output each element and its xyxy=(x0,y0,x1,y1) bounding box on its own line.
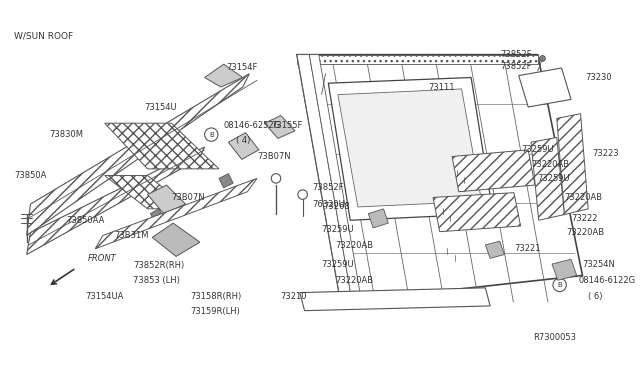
Text: 73220AB: 73220AB xyxy=(531,160,569,169)
Text: 73259U: 73259U xyxy=(322,225,355,234)
Circle shape xyxy=(553,84,559,90)
Text: B: B xyxy=(209,132,214,138)
Text: 73850AA: 73850AA xyxy=(67,216,105,225)
Text: 73852F: 73852F xyxy=(500,62,532,71)
Text: 73259U: 73259U xyxy=(522,145,554,154)
Text: 73850A: 73850A xyxy=(14,171,47,180)
Polygon shape xyxy=(27,74,250,235)
Circle shape xyxy=(323,71,328,77)
Text: 73220AB: 73220AB xyxy=(564,193,602,202)
Text: 73259U: 73259U xyxy=(322,260,355,269)
Polygon shape xyxy=(105,123,219,169)
Text: 73230: 73230 xyxy=(586,73,612,82)
Text: 73155F: 73155F xyxy=(271,121,303,129)
Polygon shape xyxy=(433,193,520,232)
Polygon shape xyxy=(148,185,186,214)
Text: 76320U: 76320U xyxy=(312,200,345,209)
Text: 73B07N: 73B07N xyxy=(172,193,205,202)
Text: 73852F: 73852F xyxy=(312,183,344,192)
Text: B: B xyxy=(557,282,562,288)
Text: 73853 (LH): 73853 (LH) xyxy=(133,276,180,285)
Polygon shape xyxy=(297,55,352,302)
Circle shape xyxy=(545,84,550,90)
Text: FRONT: FRONT xyxy=(88,254,116,263)
Polygon shape xyxy=(264,116,295,138)
Text: 73222: 73222 xyxy=(571,214,598,223)
Polygon shape xyxy=(27,147,205,254)
Text: 73154UA: 73154UA xyxy=(86,292,124,301)
Text: 73220AB: 73220AB xyxy=(335,241,373,250)
Circle shape xyxy=(527,84,533,90)
Circle shape xyxy=(536,84,541,90)
Polygon shape xyxy=(552,259,577,280)
Polygon shape xyxy=(228,133,259,159)
Polygon shape xyxy=(485,241,504,258)
Polygon shape xyxy=(369,209,388,228)
Polygon shape xyxy=(531,138,564,220)
Polygon shape xyxy=(95,179,257,249)
Polygon shape xyxy=(309,55,362,302)
Text: 08146-6122G: 08146-6122G xyxy=(579,276,636,285)
Text: ( 4): ( 4) xyxy=(236,136,250,145)
Text: 73159R(LH): 73159R(LH) xyxy=(190,307,240,316)
Text: ( 6): ( 6) xyxy=(588,292,603,301)
Polygon shape xyxy=(219,174,233,188)
Polygon shape xyxy=(297,55,582,302)
Text: 73221: 73221 xyxy=(514,244,540,253)
Polygon shape xyxy=(452,150,535,192)
Polygon shape xyxy=(105,176,190,209)
Text: 73154U: 73154U xyxy=(145,103,177,112)
Text: 73154F: 73154F xyxy=(227,64,258,73)
Text: 73220AB: 73220AB xyxy=(335,276,373,285)
Text: 73B07N: 73B07N xyxy=(257,152,291,161)
Text: 73830M: 73830M xyxy=(49,130,83,139)
Text: 73852R(RH): 73852R(RH) xyxy=(133,262,184,270)
Polygon shape xyxy=(338,89,481,207)
Text: 73158R(RH): 73158R(RH) xyxy=(190,292,241,301)
Text: 73254N: 73254N xyxy=(582,260,615,269)
Polygon shape xyxy=(152,223,200,256)
Circle shape xyxy=(540,55,545,61)
Text: 73220AB: 73220AB xyxy=(566,228,604,237)
Text: 73259U: 73259U xyxy=(538,174,570,183)
Polygon shape xyxy=(518,68,571,107)
Text: 08146-6252G: 08146-6252G xyxy=(223,121,281,129)
Polygon shape xyxy=(328,77,493,220)
Text: 73210: 73210 xyxy=(281,292,307,301)
Polygon shape xyxy=(297,55,538,64)
Text: R7300053: R7300053 xyxy=(533,333,576,342)
Text: 73223: 73223 xyxy=(592,149,619,158)
Text: 73268: 73268 xyxy=(324,202,350,211)
Polygon shape xyxy=(205,64,243,87)
Text: 73111: 73111 xyxy=(428,83,455,92)
Polygon shape xyxy=(557,114,588,215)
Text: W/SUN ROOF: W/SUN ROOF xyxy=(14,31,74,40)
Text: 73852F: 73852F xyxy=(500,50,532,59)
Polygon shape xyxy=(300,288,490,311)
Polygon shape xyxy=(150,209,164,223)
Text: 73B31M: 73B31M xyxy=(114,231,148,240)
